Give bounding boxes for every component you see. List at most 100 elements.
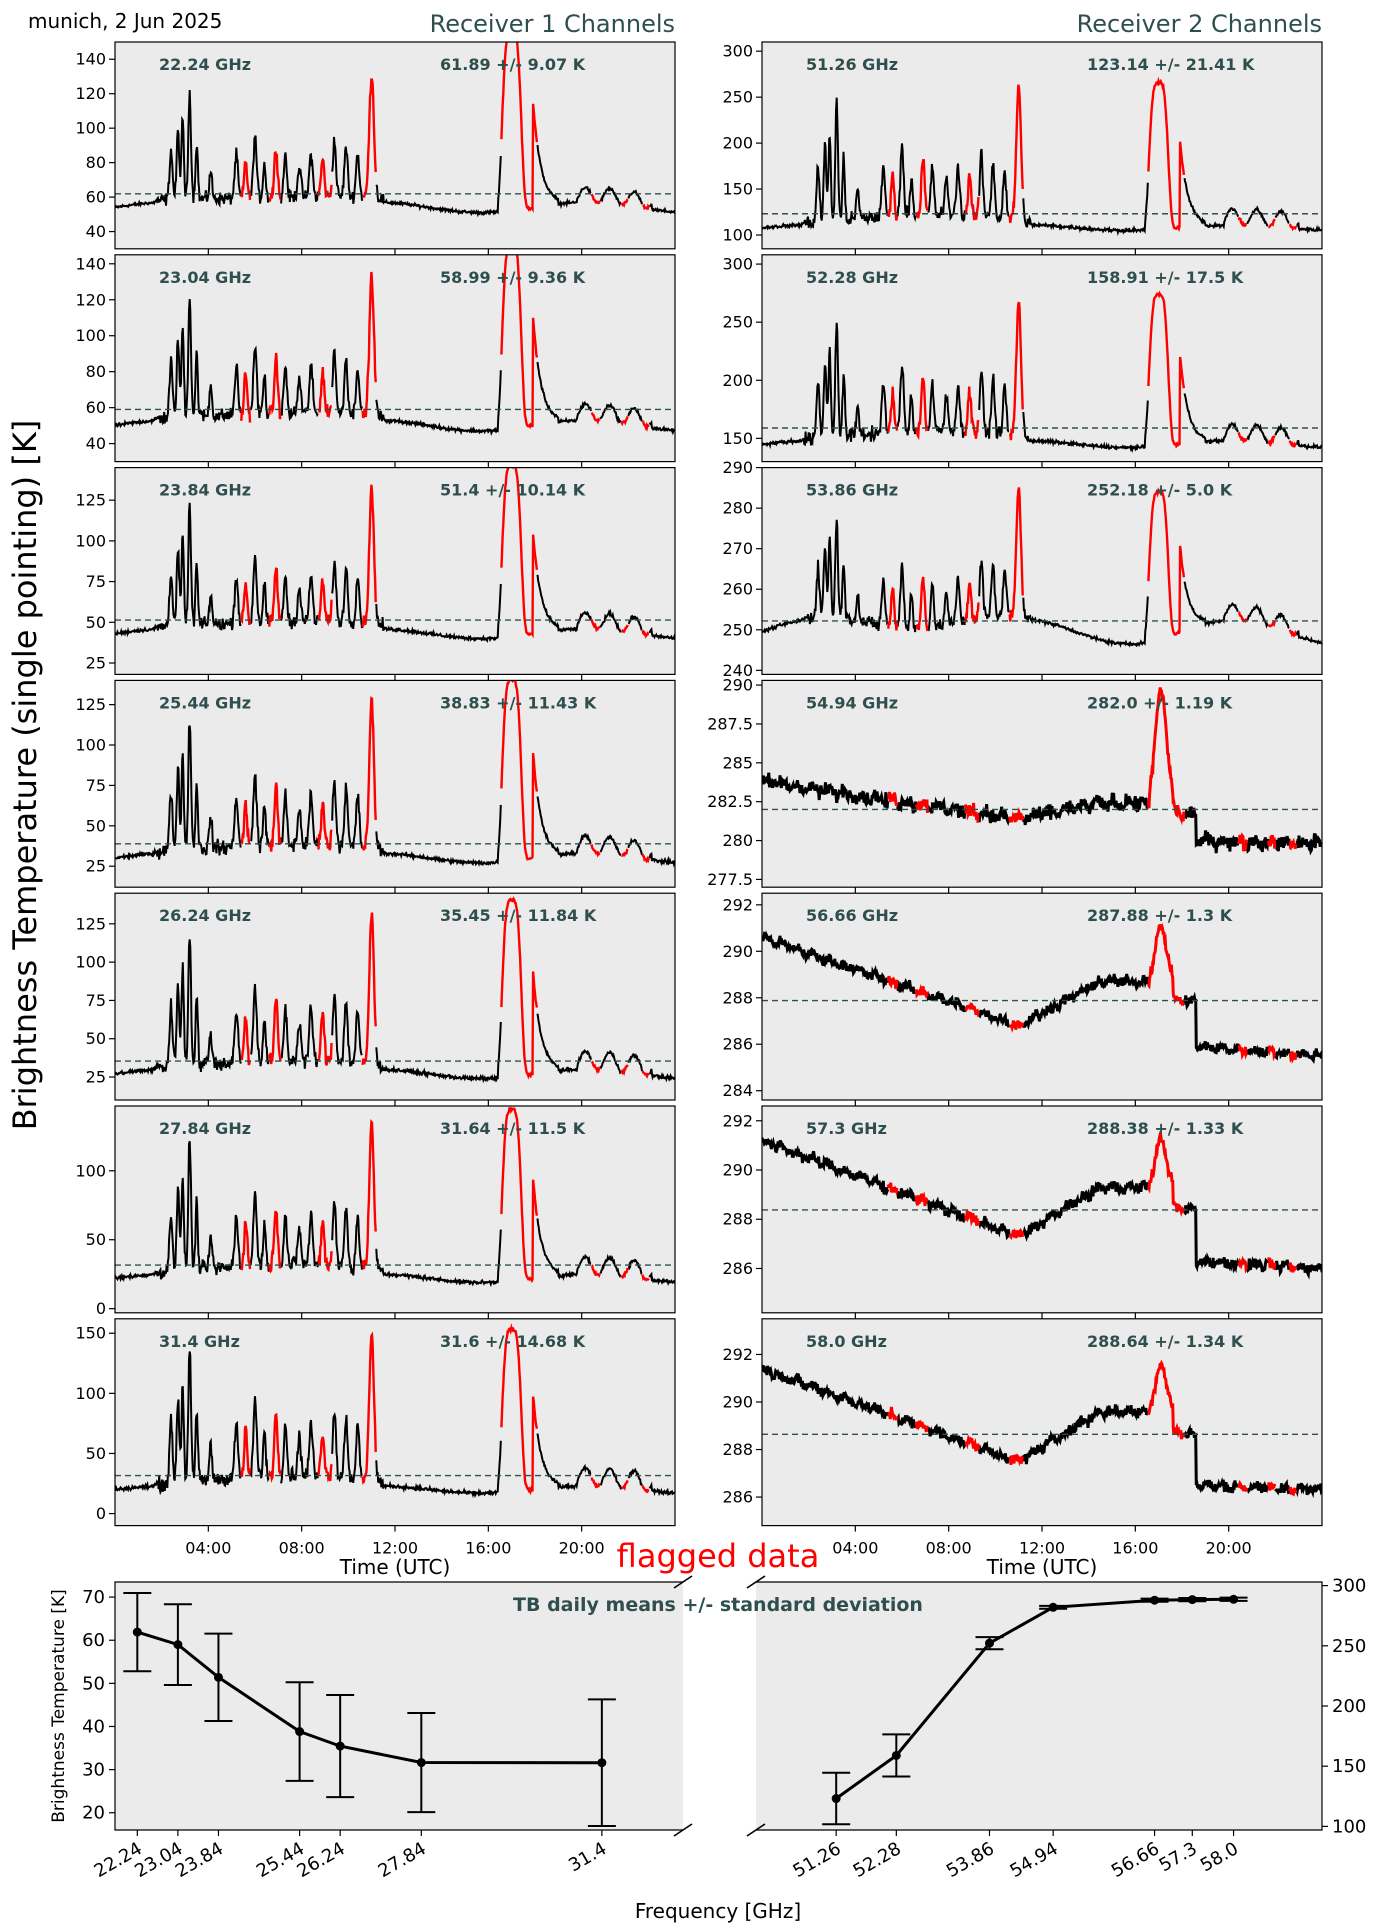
x-tick-label: 20:00 [1206, 1539, 1252, 1558]
axis-break-gap [683, 1580, 756, 1832]
y-tick-label: 286 [722, 1488, 753, 1507]
y-tick-label: 0 [96, 1299, 106, 1318]
right-mean-point [891, 1750, 901, 1760]
axis-break-mark [746, 1823, 766, 1837]
channel-stats-label: 61.89 +/- 9.07 K [440, 55, 586, 74]
y-tick-label: 286 [722, 1259, 753, 1278]
y-tick-label: 125 [75, 914, 106, 933]
right-mean-point [1187, 1595, 1197, 1605]
left-y-tick-label: 70 [82, 1587, 105, 1608]
flagged-series [240, 42, 650, 214]
channel-stats-label: 35.45 +/- 11.84 K [440, 906, 597, 925]
channel-label: 56.66 GHz [806, 906, 898, 925]
y-tick-label: 282.5 [707, 792, 753, 811]
measurement-series [762, 930, 1322, 1065]
y-tick-label: 150 [75, 1324, 106, 1343]
measurement-series [115, 1141, 675, 1288]
measurement-series [115, 89, 675, 218]
y-tick-label: 100 [75, 119, 106, 138]
right-mean-point [984, 1638, 994, 1648]
flagged-series [240, 680, 651, 864]
measurement-series [762, 97, 1322, 237]
panel-background [115, 467, 675, 675]
y-tick-label: 300 [722, 255, 753, 274]
summary-title: TB daily means +/- standard deviation [513, 1594, 923, 1616]
x-tick-label: 08:00 [926, 1539, 972, 1558]
channel-label: 51.26 GHz [806, 55, 898, 74]
summary-frame-left [114, 1581, 683, 1831]
flagged-series [240, 467, 650, 639]
panel-background [115, 254, 675, 462]
y-tick-label: 25 [86, 654, 106, 673]
panel-r1-1: 40 60 80 100 120 140 22.24 GHz 61.89 +/- 9.07 K [75, 41, 676, 255]
y-tick-label: 75 [86, 572, 106, 591]
y-tick-label: 285 [722, 753, 753, 772]
left-mean-point [173, 1640, 183, 1650]
y-tick-label: 260 [722, 580, 753, 599]
channel-label: 22.24 GHz [159, 55, 251, 74]
y-tick-label: 25 [86, 857, 106, 876]
panel-r1-5: 25 50 75 100 125 26.24 GHz 35.45 +/- 11.84 K [75, 892, 676, 1106]
y-tick-label: 140 [75, 50, 106, 69]
flagged-series [886, 922, 1298, 1064]
flagged-series [240, 1323, 650, 1496]
x-axis-label-receiver1: Time (UTC) [339, 1555, 451, 1579]
y-tick-label: 150 [722, 180, 753, 199]
left-mean-point [295, 1727, 305, 1737]
y-axis-label: Brightness Temperature (single pointing)… [6, 420, 44, 1131]
x-tick-label: 16:00 [465, 1539, 511, 1558]
panel-background [115, 893, 675, 1100]
y-tick-label: 25 [86, 1068, 106, 1087]
summary-x-label: Frequency [GHz] [635, 1899, 801, 1923]
y-tick-label: 270 [722, 539, 753, 558]
channel-label: 27.84 GHz [159, 1119, 251, 1138]
y-tick-label: 75 [86, 991, 106, 1010]
y-tick-label: 300 [722, 42, 753, 61]
channel-stats-label: 282.0 +/- 1.19 K [1087, 693, 1233, 712]
panel-background [115, 1318, 675, 1526]
panel-background [762, 893, 1322, 1100]
flagged-series [887, 290, 1297, 449]
y-tick-label: 100 [75, 1161, 106, 1180]
panel-r1-6: 0 50 100 27.84 GHz 31.64 +/- 11.5 K [75, 1105, 676, 1319]
measurement-series [762, 1364, 1322, 1499]
panel-background [762, 680, 1322, 888]
y-tick-label: 60 [86, 398, 106, 417]
channel-label: 25.44 GHz [159, 693, 251, 712]
axis-break-mark [746, 1575, 766, 1589]
y-tick-label: 150 [722, 429, 753, 448]
x-tick-label: 12:00 [1019, 1539, 1065, 1558]
panel-r2-4: 277.5 280 282.5 285 287.5 290 54.94 GHz 282.0 +… [707, 676, 1323, 894]
right-x-tick-label: 54.94 [1007, 1838, 1062, 1882]
channel-label: 52.28 GHz [806, 268, 898, 287]
x-tick-label: 08:00 [279, 1539, 325, 1558]
y-tick-label: 277.5 [707, 870, 753, 889]
y-tick-label: 40 [86, 222, 106, 241]
right-x-tick-label: 53.86 [943, 1838, 998, 1882]
y-tick-label: 120 [75, 84, 106, 103]
channel-label: 54.94 GHz [806, 693, 898, 712]
y-tick-label: 50 [86, 613, 106, 632]
axis-break-mark [673, 1575, 693, 1589]
channel-label: 53.86 GHz [806, 481, 898, 500]
y-tick-label: 125 [75, 695, 106, 714]
y-tick-label: 100 [75, 953, 106, 972]
panel-r1-2: 40 60 80 100 120 140 23.04 GHz 58.99 +/- 9.36 K [75, 254, 676, 468]
y-tick-label: 140 [75, 254, 106, 273]
y-tick-label: 288 [722, 1440, 753, 1459]
axis-break-mark [673, 1823, 693, 1837]
receiver2-title: Receiver 2 Channels [1077, 10, 1322, 38]
flagged-series [240, 896, 650, 1080]
channel-stats-label: 51.4 +/- 10.14 K [440, 481, 586, 500]
y-tick-label: 290 [722, 676, 753, 695]
y-tick-label: 80 [86, 153, 106, 172]
y-tick-label: 250 [722, 313, 753, 332]
panel-background [115, 1106, 675, 1313]
daily-means-chart: TB daily means +/- standard deviation Fre… [49, 1575, 1366, 1923]
channel-stats-label: 252.18 +/- 5.0 K [1087, 481, 1233, 500]
flagged-series [887, 1359, 1298, 1497]
flagged-series [886, 1130, 1298, 1274]
x-tick-label: 04:00 [832, 1539, 878, 1558]
panel-r2-7: 286 288 290 292 58.0 GHz 288.64 +/- 1.34 K 04:… [722, 1318, 1323, 1558]
